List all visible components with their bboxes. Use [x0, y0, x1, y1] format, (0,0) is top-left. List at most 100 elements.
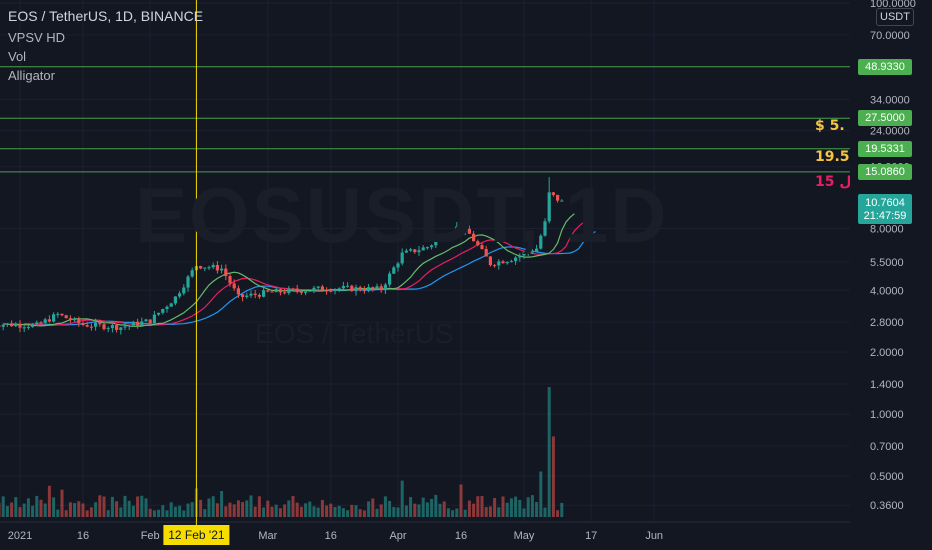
volume-bar [115, 501, 119, 517]
candle-body [320, 286, 324, 291]
volume-bar [522, 508, 526, 517]
price-axis-label: 70.0000 [870, 30, 910, 42]
volume-bar [152, 510, 156, 517]
candle-body [102, 324, 106, 330]
volume-bar [316, 507, 320, 517]
candle-body [207, 267, 211, 269]
candle-body [98, 322, 102, 325]
candle-body [467, 228, 471, 234]
volume-bar [131, 505, 135, 517]
volume-bar [526, 497, 530, 517]
price-axis-label: 1.0000 [870, 409, 904, 421]
volume-bar [148, 508, 152, 517]
current-price-value: 10.7604 [865, 197, 905, 209]
volume-bar [434, 494, 438, 517]
candle-body [476, 241, 480, 246]
candle-body [144, 319, 148, 322]
candle-body [480, 245, 484, 250]
candle-body [404, 250, 408, 253]
volume-bar [157, 509, 161, 517]
volume-bar [333, 506, 337, 517]
volume-bar [325, 505, 329, 517]
indicator-vpsv[interactable]: VPSV HD [8, 30, 66, 45]
volume-bar [413, 503, 417, 517]
candle-body [283, 292, 287, 294]
volume-bar [404, 505, 408, 517]
volume-bar [274, 504, 278, 517]
volume-bar [22, 503, 26, 517]
volume-bar [64, 510, 68, 517]
candle-body [0, 325, 1, 327]
candle-body [438, 237, 442, 241]
volume-bar [119, 507, 123, 517]
candle-body [413, 249, 417, 253]
alligator-teeth [11, 222, 584, 327]
candle-body [535, 248, 539, 252]
volume-bar [31, 505, 35, 517]
candle-body [274, 289, 278, 293]
volume-bar [308, 501, 312, 517]
symbol-title[interactable]: EOS / TetherUS, 1D, BINANCE [8, 8, 204, 24]
candle-body [367, 287, 371, 291]
candle-body [472, 233, 476, 242]
volume-bar [304, 503, 308, 517]
candle-body [5, 323, 9, 325]
currency-badge[interactable]: USDT [876, 8, 914, 26]
candle-body [127, 325, 131, 327]
candle-body [161, 308, 165, 313]
candle-body [14, 324, 18, 327]
volume-bar [547, 387, 551, 517]
volume-bar [182, 510, 186, 517]
volume-bar [136, 496, 140, 517]
candle-body [224, 268, 228, 277]
volume-bar [358, 509, 362, 517]
candle-body [31, 324, 35, 328]
volume-bar [438, 503, 442, 517]
indicator-vol[interactable]: Vol [8, 49, 27, 64]
volume-bar [178, 505, 182, 517]
volume-bar [18, 507, 22, 517]
candle-body [165, 306, 169, 309]
price-axis-label: 2.0000 [870, 347, 904, 359]
price-axis-label: 2.8000 [870, 317, 904, 329]
candle-body [316, 286, 320, 288]
volume-bar [497, 507, 501, 517]
candle-body [64, 315, 68, 319]
volume-bar [73, 503, 77, 517]
candle-body [211, 264, 215, 268]
volume-bar [266, 500, 270, 517]
volume-bar [203, 509, 207, 517]
time-axis-label: 16 [325, 530, 337, 542]
volume-bar [409, 497, 413, 517]
candle-body [56, 313, 60, 315]
time-axis-label: 17 [585, 530, 597, 542]
candle-body [119, 327, 123, 330]
volume-bar [383, 496, 387, 517]
indicator-alligator[interactable]: Alligator [8, 68, 55, 83]
price-level-tag: 27.5000 [858, 110, 912, 127]
candle-body [73, 318, 77, 321]
price-axis-label: 100.0000 [870, 0, 916, 10]
candle-body [220, 268, 224, 271]
candle-body [257, 294, 261, 297]
volume-bar [102, 496, 106, 517]
candle-body [52, 314, 56, 322]
price-axis[interactable]: 100.000070.000034.000024.000016.00008.00… [850, 0, 932, 550]
volume-bar [1, 496, 5, 517]
volume-bar [329, 503, 333, 517]
volume-bar [245, 500, 249, 517]
candle-body [400, 252, 404, 264]
candle-body [459, 226, 463, 232]
candle-body [253, 293, 257, 295]
candle-body [551, 192, 555, 195]
candle-body [106, 328, 110, 330]
candle-body [417, 250, 421, 253]
candle-body [190, 270, 194, 277]
time-axis[interactable]: 2021 16 Feb Mar 16 Apr 16 May 17 Jun [0, 521, 850, 542]
candle-body [81, 323, 85, 326]
candle-body [85, 325, 89, 327]
candle-body [446, 236, 450, 239]
candle-body [262, 290, 266, 297]
volume-bar [505, 502, 509, 517]
